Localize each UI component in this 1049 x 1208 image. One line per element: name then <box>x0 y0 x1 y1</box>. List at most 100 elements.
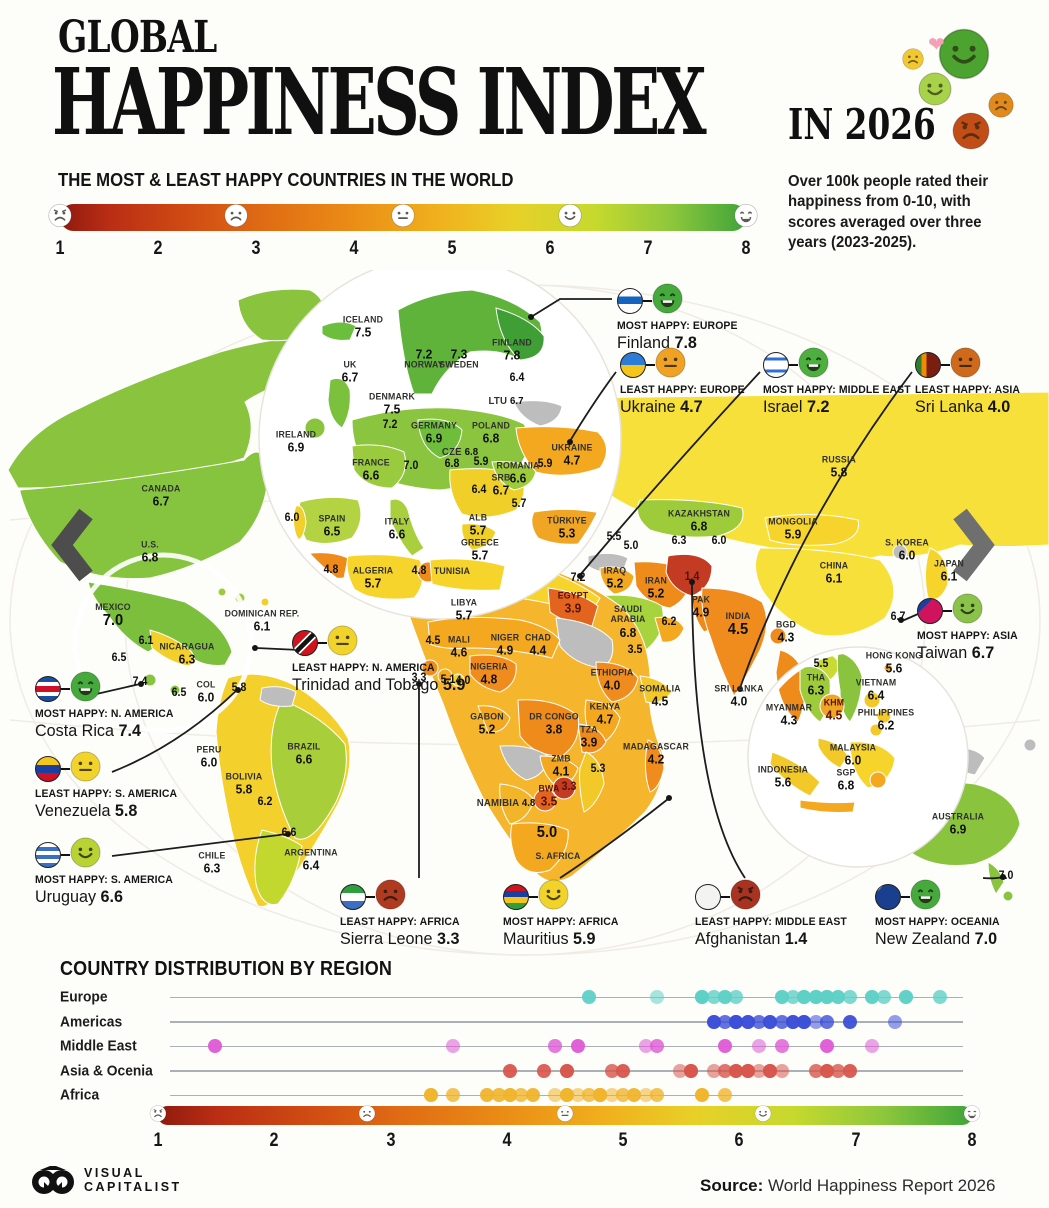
pout-emoji-icon <box>988 92 1014 123</box>
venezuela-flag-icon <box>35 756 61 782</box>
scale-tick: 4 <box>349 238 359 259</box>
heart-icon: ❤ <box>928 34 945 56</box>
neutral-emoji-icon <box>655 347 686 383</box>
logo-line1: VISUAL <box>84 1165 145 1180</box>
laugh-emoji-icon <box>652 283 683 319</box>
neutral-scale-emoji-icon <box>391 203 415 232</box>
dotplot-title: COUNTRY DISTRIBUTION BY REGION <box>60 958 393 980</box>
angry-scale-emoji-icon <box>48 203 72 232</box>
scale-tick: 7 <box>851 1130 861 1151</box>
angry-scale-emoji-icon <box>149 1104 167 1127</box>
afghanistan-flag-icon <box>695 884 721 910</box>
angry-emoji-icon <box>952 112 990 155</box>
pair-connector <box>366 895 375 899</box>
laugh-emoji-icon <box>798 347 829 383</box>
callout-ukraine: LEAST HAPPY: EUROPE Ukraine 4.7 <box>620 347 751 417</box>
chevron-right-icon[interactable] <box>953 508 995 582</box>
callout-trinidad-and-tobago: LEAST HAPPY: N. AMERICA Trinidad and Tob… <box>292 625 474 695</box>
leader-dots <box>138 314 1006 880</box>
flag-emoji-pair <box>35 671 181 707</box>
callout-category: LEAST HAPPY: MIDDLE EAST <box>695 916 847 928</box>
title-year: IN 2026 <box>788 100 936 149</box>
callout-costa-rica: MOST HAPPY: N. AMERICA Costa Rica 7.4 <box>35 671 181 741</box>
pair-connector <box>646 363 655 367</box>
callout-category: LEAST HAPPY: AFRICA <box>340 916 460 928</box>
callout-country: Sri Lanka 4.0 <box>915 397 1011 416</box>
callout-country: Finland 7.8 <box>617 333 697 352</box>
pair-connector <box>941 363 950 367</box>
callout-new-zealand: MOST HAPPY: OCEANIA New Zealand 7.0 <box>875 879 1006 949</box>
seasia-inset <box>747 646 969 868</box>
callout-category: MOST HAPPY: AFRICA <box>503 916 619 928</box>
callout-country: Israel 7.2 <box>763 397 830 416</box>
scale-tick: 7 <box>643 238 653 259</box>
trinidad-flag-icon <box>292 630 318 656</box>
chevron-left-icon[interactable] <box>51 508 93 582</box>
neutral-emoji-icon <box>70 751 101 787</box>
pair-connector <box>61 687 70 691</box>
scale-tick: 2 <box>269 1130 279 1151</box>
mauritius-flag-icon <box>503 884 529 910</box>
callout-israel: MOST HAPPY: MIDDLE EAST Israel 7.2 <box>763 347 919 417</box>
pair-connector <box>721 895 730 899</box>
callout-country: Costa Rica 7.4 <box>35 721 141 740</box>
wink-emoji-icon <box>918 72 952 111</box>
callout-country: Trinidad and Tobago 5.9 <box>292 675 466 694</box>
scale-tick: 3 <box>386 1130 396 1151</box>
frown-emoji-icon <box>375 879 406 915</box>
flag-emoji-pair <box>763 347 919 383</box>
pair-connector <box>789 363 798 367</box>
flag-emoji-pair <box>35 751 185 787</box>
callout-category: MOST HAPPY: N. AMERICA <box>35 708 174 720</box>
scale-tick: 5 <box>447 238 457 259</box>
laugh-emoji-icon <box>70 671 101 707</box>
visual-capitalist-logo: VISUAL CAPITALIST <box>30 1160 182 1200</box>
callout-country: Taiwan 6.7 <box>917 643 995 662</box>
logo-line2: CAPITALIST <box>84 1180 182 1194</box>
scale-ticks-bottom: 1 2 3 4 5 6 7 8 <box>0 1130 1049 1152</box>
central-america-ring <box>72 552 254 734</box>
flag-emoji-pair <box>503 879 625 915</box>
page-title: HAPPINESS INDEX <box>52 48 707 156</box>
flag-emoji-pair <box>35 837 180 872</box>
callout-country: Sierra Leone 3.3 <box>340 929 460 948</box>
laugh-emoji-icon <box>910 879 941 915</box>
callout-uruguay: MOST HAPPY: S. AMERICA Uruguay 6.6 <box>35 837 180 907</box>
angry-emoji-icon <box>730 879 761 915</box>
callout-category: MOST HAPPY: MIDDLE EAST <box>763 384 911 396</box>
neutral-emoji-icon <box>327 625 358 661</box>
happiness-scale-top <box>48 203 758 232</box>
scale-ticks-top: 1 2 3 4 5 6 7 8 <box>0 238 1049 262</box>
callout-category: LEAST HAPPY: N. AMERICA <box>292 662 435 674</box>
scale-tick: 1 <box>55 238 65 259</box>
scale-tick: 8 <box>741 238 751 259</box>
world-map <box>7 270 1049 956</box>
scale-tick: 6 <box>545 238 555 259</box>
callout-country: Venezuela 5.8 <box>35 801 138 820</box>
happiness-scale-bottom <box>149 1104 981 1125</box>
grin-scale-emoji-icon <box>963 1104 981 1127</box>
pair-connector <box>529 895 538 899</box>
callout-category: MOST HAPPY: ASIA <box>917 630 1018 642</box>
subtitle: THE MOST & LEAST HAPPY COUNTRIES IN THE … <box>58 170 514 190</box>
emoji-cluster: ❤ <box>890 10 1049 160</box>
callout-category: MOST HAPPY: S. AMERICA <box>35 874 173 886</box>
smile-emoji-icon <box>952 593 983 629</box>
flag-emoji-pair <box>695 879 855 915</box>
flag-emoji-pair <box>875 879 1006 915</box>
smile-emoji-icon <box>538 879 569 915</box>
uruguay-flag-icon <box>35 842 61 868</box>
callout-afghanistan: LEAST HAPPY: MIDDLE EAST Afghanistan 1.4 <box>695 879 855 949</box>
callout-country: New Zealand 7.0 <box>875 929 998 948</box>
sierraleone-flag-icon <box>340 884 366 910</box>
callout-country: Afghanistan 1.4 <box>695 929 808 948</box>
callout-venezuela: LEAST HAPPY: S. AMERICA Venezuela 5.8 <box>35 751 185 821</box>
flag-emoji-pair <box>915 347 1026 382</box>
intro-blurb: Over 100k people rated their happiness f… <box>788 173 989 252</box>
pair-connector <box>943 609 952 613</box>
pair-connector <box>643 299 652 303</box>
scale-tick: 1 <box>153 1130 163 1151</box>
continents <box>7 288 1049 908</box>
callout-sri-lanka: LEAST HAPPY: ASIA Sri Lanka 4.0 <box>915 347 1026 417</box>
